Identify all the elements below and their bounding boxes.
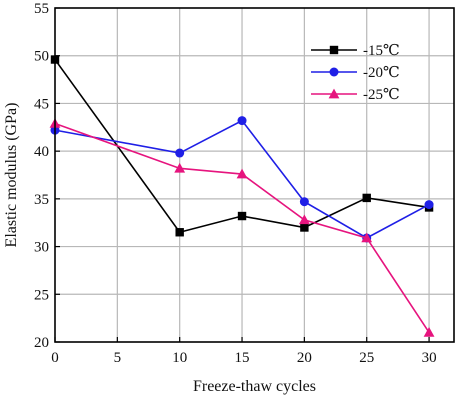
data-point	[362, 193, 371, 203]
legend-label: -15℃	[363, 43, 400, 59]
series-layer	[49, 55, 435, 337]
legend: -15℃ -20℃ -25℃	[311, 43, 400, 103]
tick-layer: 0 5 10 15 20 25 30 20 25 30 35 40 45 50 55	[34, 1, 437, 366]
data-point	[237, 116, 247, 126]
y-tick-label: 35	[34, 192, 49, 208]
legend-item: -20℃	[311, 65, 400, 81]
y-tick-label: 40	[34, 144, 49, 160]
data-point	[175, 148, 185, 158]
legend-label: -20℃	[363, 65, 400, 81]
series-line	[54, 119, 430, 239]
data-point	[361, 232, 373, 243]
series-line	[54, 59, 430, 234]
legend-label: -25℃	[363, 87, 400, 103]
data-point	[424, 200, 434, 210]
y-tick-label: 55	[34, 1, 49, 17]
series-line	[54, 122, 430, 333]
x-tick-label: 20	[297, 350, 312, 366]
data-point	[236, 168, 248, 179]
series-3	[49, 118, 435, 337]
x-tick-label: 10	[172, 350, 187, 366]
x-axis-title: Freeze-thaw cycles	[193, 378, 316, 395]
data-point	[298, 214, 310, 225]
legend-marker	[329, 45, 339, 55]
plot-frame	[54, 7, 455, 343]
data-point	[299, 197, 309, 207]
y-tick-label: 45	[34, 96, 49, 112]
x-tick-label: 5	[114, 350, 122, 366]
x-tick-label: 0	[51, 350, 59, 366]
legend-marker	[328, 88, 340, 99]
y-tick-label: 20	[34, 335, 49, 351]
legend-item: -15℃	[311, 43, 400, 59]
data-point	[300, 223, 309, 232]
x-tick-label: 25	[359, 350, 374, 366]
y-tick-label: 30	[34, 240, 49, 256]
data-point	[423, 327, 435, 337]
data-point	[237, 211, 247, 221]
y-axis-title: Elastic modulus (GPa)	[3, 103, 20, 248]
y-tick-label: 25	[34, 287, 49, 303]
data-point	[174, 162, 186, 173]
data-point	[175, 228, 184, 237]
legend-marker	[329, 67, 339, 77]
grid	[55, 8, 454, 342]
y-tick-label: 50	[34, 49, 49, 65]
x-tick-label: 30	[422, 350, 437, 366]
x-tick-label: 15	[235, 350, 250, 366]
legend-item: -25℃	[311, 87, 400, 103]
